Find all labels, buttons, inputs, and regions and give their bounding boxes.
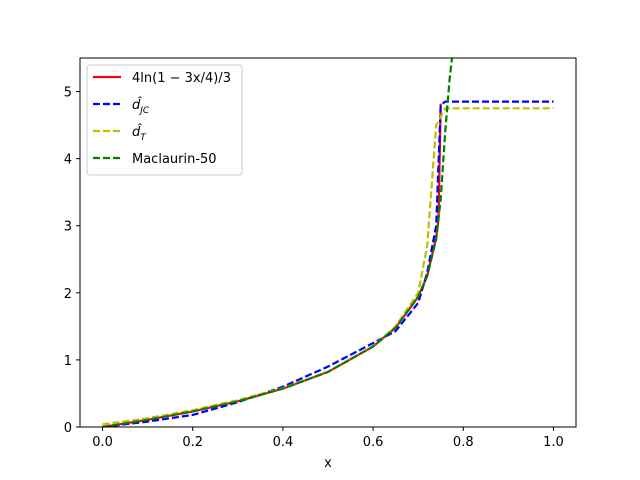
x-tick-label: 0.8 xyxy=(453,435,474,450)
plot-frame xyxy=(79,57,577,428)
legend-label-3: Maclaurin-50 xyxy=(132,152,217,167)
y-tick-label: 1 xyxy=(64,354,72,369)
legend-label-0: 4ln(1 − 3x/4)/3 xyxy=(132,71,231,86)
legend-box xyxy=(86,64,243,176)
legend-label-2: d̂T xyxy=(132,125,147,143)
x-tick-label: 0.6 xyxy=(363,435,384,450)
y-tick-label: 2 xyxy=(64,287,72,302)
axis-ticks: 0.0 0.2 0.4 0.6 0.8 1.0 0 1 2 3 4 5 xyxy=(64,86,564,450)
x-axis-label: x xyxy=(324,456,332,471)
x-tick-label: 0.4 xyxy=(273,435,294,450)
legend-label-1: d̂JC xyxy=(132,98,150,116)
series-line-3 xyxy=(102,58,454,427)
y-tick-label: 3 xyxy=(64,220,72,235)
x-tick-label: 1.0 xyxy=(543,435,564,450)
x-tick-label: 0.2 xyxy=(182,435,203,450)
legend: 4ln(1 − 3x/4)/3 d̂JC d̂T Maclaurin-50 xyxy=(86,64,243,176)
y-tick-label: 4 xyxy=(64,153,72,168)
y-tick-label: 5 xyxy=(64,86,72,101)
x-tick-label: 0.0 xyxy=(92,435,113,450)
series-layer xyxy=(102,58,554,427)
y-tick-label: 0 xyxy=(64,421,72,436)
